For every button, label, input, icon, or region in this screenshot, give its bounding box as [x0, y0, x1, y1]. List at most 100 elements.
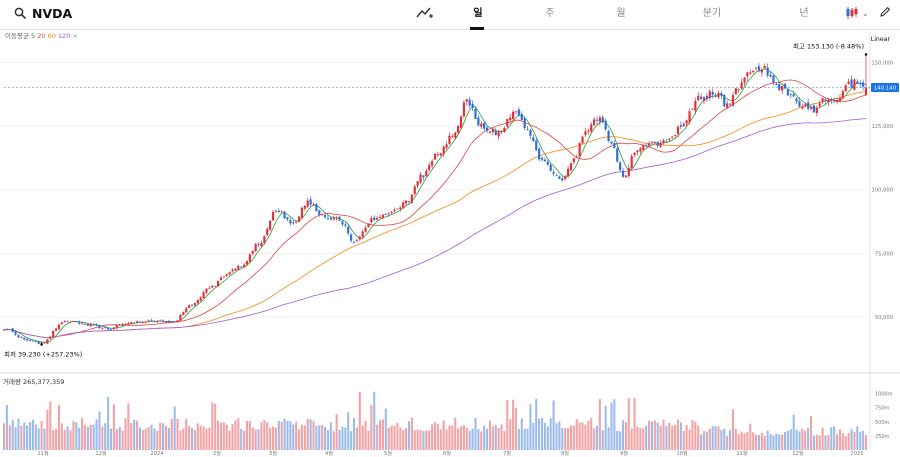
candle-body — [54, 328, 58, 331]
candle-body — [775, 84, 778, 85]
candle-body — [124, 323, 127, 325]
volume-bar — [225, 424, 228, 450]
legend-close-icon[interactable]: × — [72, 32, 78, 40]
chart-grid — [0, 61, 870, 318]
search-box[interactable]: NVDA — [4, 3, 404, 25]
candle-body — [763, 65, 766, 69]
ticker-symbol[interactable]: NVDA — [32, 6, 73, 21]
volume-bar — [517, 428, 520, 450]
candle-body — [373, 217, 376, 220]
candle-body — [5, 328, 8, 330]
volume-bar — [538, 418, 541, 450]
pencil-icon[interactable] — [879, 6, 891, 18]
volume-bar — [561, 427, 564, 450]
volume-bar — [514, 407, 518, 450]
candle-body — [303, 205, 306, 209]
candle-body — [549, 164, 552, 171]
volume-bar — [141, 429, 144, 450]
trend-draw-icon[interactable] — [416, 6, 434, 20]
candle-body — [708, 91, 711, 99]
candle-body — [783, 83, 787, 89]
chevron-down-icon[interactable]: ⌄ — [862, 9, 869, 18]
tab-week[interactable]: 주 — [545, 8, 555, 19]
candle-body — [566, 168, 570, 177]
candle-body — [804, 104, 807, 107]
candle-body — [295, 221, 298, 223]
volume-bar — [321, 424, 324, 450]
volume-bar — [185, 418, 188, 450]
volume-bar — [179, 430, 182, 450]
candle-body — [318, 210, 321, 215]
volume-bar — [532, 422, 535, 450]
x-tick-label: 5월 — [384, 449, 392, 457]
volume-bar — [214, 403, 217, 450]
volume-bar — [26, 425, 29, 450]
volume-bar — [8, 425, 11, 450]
candle-body — [254, 243, 257, 252]
volume-bar — [520, 418, 523, 450]
candle-body — [407, 201, 411, 203]
candle-body — [211, 286, 214, 288]
search-icon[interactable] — [14, 7, 26, 19]
volume-bar — [78, 427, 81, 450]
volume-bar — [483, 425, 486, 450]
candle-body — [156, 321, 159, 323]
candle-body — [52, 330, 55, 337]
candle-body — [772, 75, 775, 83]
volume-bar — [442, 420, 445, 450]
candle-body — [465, 99, 468, 102]
volume-bar — [610, 402, 613, 450]
volume-bar — [717, 426, 720, 450]
candle-body — [312, 205, 315, 206]
axes-labels: 50,000 75,000 100,000 125,000 150,000 Linear 1… — [3, 36, 899, 457]
volume-bar — [69, 430, 72, 450]
candle-body — [237, 265, 240, 270]
volume-bar — [659, 426, 662, 450]
volume-bar — [312, 421, 315, 450]
candle-body — [543, 159, 547, 162]
volume-bar — [326, 430, 330, 450]
candle-body — [847, 81, 850, 84]
volume-bar — [396, 422, 399, 450]
candle-body — [555, 174, 558, 176]
candle-body — [326, 217, 330, 219]
x-tick-label: 12월 — [95, 449, 107, 457]
volume-bar — [671, 426, 674, 450]
candle-body — [535, 140, 538, 151]
candle-body — [364, 227, 367, 232]
tab-day[interactable]: 일 — [473, 8, 483, 19]
volume-bar — [104, 423, 107, 450]
volume-bar — [598, 398, 601, 450]
volume-bar — [749, 423, 752, 450]
volume-bar — [370, 404, 373, 450]
volume-bar — [358, 391, 361, 450]
tab-year[interactable]: 년 — [799, 8, 809, 19]
candle-body — [830, 99, 833, 101]
volume-bar — [237, 418, 240, 450]
volume-bar — [720, 429, 723, 450]
volume-bar — [433, 422, 437, 450]
volume-tick-label: 250m — [875, 434, 890, 440]
volume-bar — [859, 431, 862, 450]
volume-bar — [407, 421, 411, 450]
price-tick-label: 75,000 — [875, 251, 893, 257]
volume-bar — [844, 435, 847, 450]
volume-bar — [292, 424, 295, 450]
volume-bar — [115, 429, 118, 450]
candle-body — [34, 341, 37, 343]
volume-bar — [457, 428, 460, 450]
candle-body — [66, 321, 69, 323]
candle-body — [428, 164, 431, 171]
candle-body — [477, 117, 480, 126]
candle-body — [352, 241, 356, 243]
x-tick-label: 4월 — [325, 449, 333, 457]
tab-quarter[interactable]: 분기 — [702, 8, 722, 19]
volume-bar — [199, 425, 202, 450]
candle-body — [789, 94, 792, 95]
tab-month[interactable]: 월 — [616, 8, 626, 19]
candle-type-icon[interactable] — [845, 6, 859, 20]
candle-body — [468, 99, 471, 106]
volume-bar — [2, 423, 6, 450]
volume-bar — [376, 424, 379, 450]
